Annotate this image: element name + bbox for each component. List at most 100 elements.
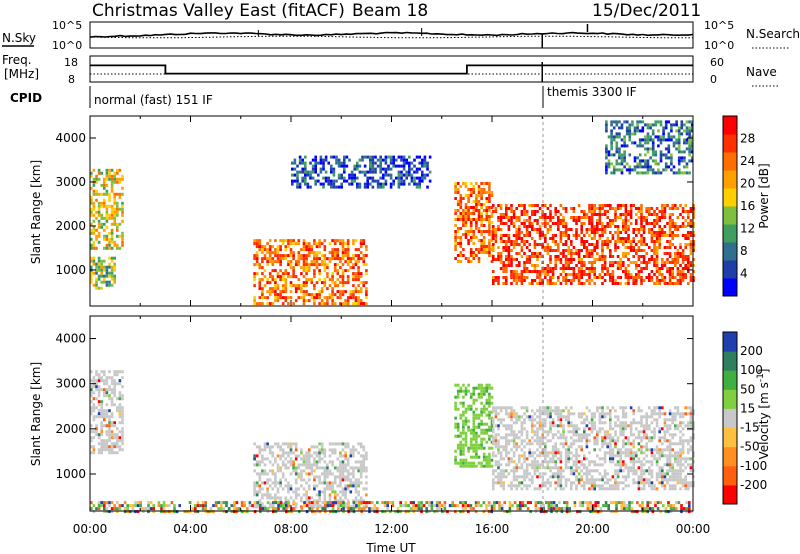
velocity-cell [559, 481, 563, 485]
velocity-cell [477, 443, 481, 447]
velocity-cell [90, 391, 93, 395]
power-cell [572, 216, 576, 219]
power-cell [320, 263, 324, 267]
power-cell [674, 264, 677, 267]
power-cell [459, 197, 463, 200]
velocity-cell [341, 469, 345, 473]
power-cell [554, 210, 557, 213]
velocity-cell [475, 449, 478, 453]
velocity-cell [544, 409, 547, 413]
power-cell [588, 276, 591, 279]
power-cell [293, 161, 297, 165]
velocity-cell [635, 451, 638, 455]
power-cell [346, 302, 350, 306]
power-cell [658, 237, 661, 240]
power-cell [408, 155, 411, 159]
power-cell [590, 261, 594, 264]
velocity-cell [671, 433, 674, 437]
velocity-cell [655, 412, 659, 416]
power-cell [520, 240, 524, 243]
power-cell [518, 216, 521, 219]
velocity-cell [562, 427, 565, 431]
velocity-cell [554, 475, 557, 479]
velocity-cell [525, 487, 529, 491]
power-cell [546, 249, 550, 252]
velocity-cell [520, 463, 524, 467]
power-cell [402, 182, 406, 186]
power-cell [305, 266, 308, 270]
velocity-cell [629, 433, 633, 437]
velocity-cell [572, 481, 576, 485]
power-cell [110, 283, 114, 287]
power-cell [92, 271, 96, 275]
power-cell [302, 263, 306, 267]
power-cell [559, 252, 563, 255]
velocity-cell [570, 436, 573, 440]
power-cell [623, 153, 626, 157]
power-cell [322, 161, 325, 165]
velocity-cell [642, 445, 646, 449]
velocity-cell [258, 472, 262, 476]
power-cell [384, 173, 388, 177]
power-cell [353, 173, 356, 177]
power-cell [603, 213, 607, 216]
power-cell [640, 204, 643, 207]
velocity-cell [577, 412, 581, 416]
power-cell [640, 210, 643, 213]
velocity-cell [456, 443, 460, 447]
power-cell [492, 237, 495, 240]
power-cell [531, 228, 534, 231]
velocity-cell [302, 457, 306, 461]
velocity-cell [653, 427, 656, 431]
velocity-cell [313, 460, 316, 464]
velocity-cell [666, 430, 669, 434]
velocity-cell [305, 499, 308, 503]
power-cell [352, 275, 355, 279]
power-cell [666, 222, 669, 225]
velocity-cell [456, 383, 460, 387]
power-cell [322, 167, 325, 171]
power-cell [310, 251, 314, 255]
power-cell [688, 126, 691, 130]
velocity-cell [619, 421, 622, 425]
power-cell [655, 249, 659, 252]
power-cell [305, 269, 308, 273]
velocity-cell [611, 427, 615, 431]
power-cell [672, 171, 676, 175]
velocity-cell [520, 427, 524, 431]
velocity-cell [510, 487, 513, 491]
power-cell [651, 150, 655, 154]
velocity-cell [328, 496, 332, 500]
power-cell [359, 302, 363, 306]
velocity-cell [614, 469, 617, 473]
velocity-cell [480, 413, 483, 417]
power-cell [258, 245, 262, 249]
power-cell [118, 195, 122, 199]
power-cell [92, 231, 96, 235]
velocity-cell [121, 448, 124, 452]
power-cell [343, 161, 346, 165]
velocity-cell [480, 401, 483, 405]
velocity-cell [258, 487, 262, 491]
power-cell [676, 279, 680, 282]
velocity-cell [266, 472, 269, 476]
power-cell [105, 246, 109, 250]
velocity-cell [302, 469, 306, 473]
power-cell [110, 180, 114, 184]
power-cell [538, 234, 542, 237]
power-cell [477, 191, 481, 194]
power-cell [645, 252, 648, 255]
velocity-cell [622, 439, 625, 443]
velocity-cell [510, 460, 513, 464]
power-cell [606, 243, 609, 246]
power-cell [593, 225, 596, 228]
power-cell [305, 257, 308, 261]
velocity-cell [538, 412, 542, 416]
power-cell [562, 216, 565, 219]
power-cell [688, 132, 691, 136]
power-cell [688, 159, 691, 163]
power-cell [108, 171, 111, 175]
power-cell [255, 242, 259, 246]
velocity-cell [536, 430, 539, 434]
velocity-cell [510, 412, 513, 416]
